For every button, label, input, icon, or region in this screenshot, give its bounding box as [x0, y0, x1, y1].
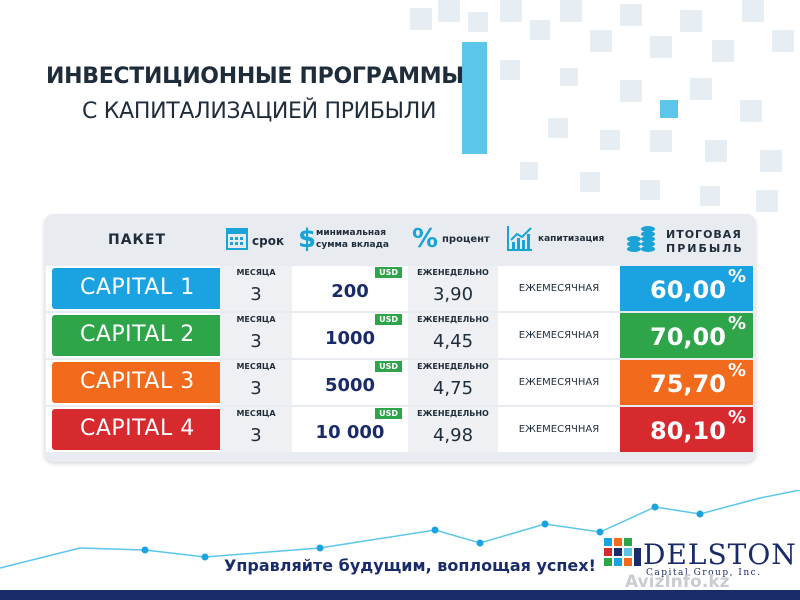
- growth-line-decoration: [0, 490, 800, 569]
- logo-name: DELSTON: [643, 538, 797, 571]
- currency-badge: USD: [375, 408, 402, 419]
- total-profit-cell: 70,00 %: [620, 313, 753, 358]
- package-label: CAPITAL 1: [80, 275, 195, 300]
- term-cell: МЕСЯЦА 3: [220, 407, 292, 452]
- amount-cell: USD 200: [294, 266, 406, 311]
- header-total-line1: ИТОГОВАЯ: [666, 228, 742, 241]
- package-label: CAPITAL 3: [80, 369, 195, 394]
- table-row: CAPITAL 3 МЕСЯЦА 3 USD 5000 ЕЖЕНЕДЕЛЬНО …: [44, 360, 756, 405]
- bottom-bar: [0, 590, 800, 600]
- header-min-amount-line2: сумма вклада: [316, 240, 389, 250]
- term-cell: МЕСЯЦА 3: [220, 360, 292, 405]
- coins-icon: [626, 224, 656, 258]
- total-profit-cell: 60,00 %: [620, 266, 753, 311]
- term-cell: МЕСЯЦА 3: [220, 266, 292, 311]
- header-package: ПАКЕТ: [108, 232, 167, 248]
- capitalization-cell: ЕЖЕМЕСЯЧНАЯ: [500, 407, 618, 452]
- capitalization-cell: ЕЖЕМЕСЯЧНАЯ: [500, 266, 618, 311]
- amount-cell: USD 5000: [294, 360, 406, 405]
- percent-cell: ЕЖЕНЕДЕЛЬНО 4,75: [408, 360, 498, 405]
- growth-chart-icon: [506, 224, 534, 256]
- percent-icon: %: [412, 224, 439, 254]
- currency-badge: USD: [375, 314, 402, 325]
- dollar-icon: $: [298, 224, 317, 254]
- header-banner: [0, 42, 487, 154]
- calendar-icon: [226, 226, 248, 254]
- header-percent: процент: [442, 234, 490, 245]
- header-capitalization: капитизация: [538, 234, 605, 244]
- watermark: AvizInfo.kz: [625, 572, 730, 592]
- header-term: срок: [252, 234, 285, 248]
- page-title: ИНВЕСТИЦИОННЫЕ ПРОГРАММЫ: [46, 64, 464, 89]
- term-cell: МЕСЯЦА 3: [220, 313, 292, 358]
- total-profit-cell: 80,10 %: [620, 407, 753, 452]
- total-profit-cell: 75,70 %: [620, 360, 753, 405]
- currency-badge: USD: [375, 267, 402, 278]
- logo-subtitle: Capital Group, Inc.: [646, 568, 762, 578]
- slogan: Управляйте будущим, воплощая успех!: [224, 556, 596, 575]
- percent-cell: ЕЖЕНЕДЕЛЬНО 4,98: [408, 407, 498, 452]
- capitalization-cell: ЕЖЕМЕСЯЧНАЯ: [500, 313, 618, 358]
- table-header: ПАКЕТ срок $ минимальная сумма вклада % …: [44, 214, 756, 266]
- logo-mark-icon: [604, 538, 641, 566]
- amount-cell: USD 1000: [294, 313, 406, 358]
- header-total-line2: ПРИБЫЛЬ: [666, 242, 744, 255]
- package-label: CAPITAL 2: [80, 322, 195, 347]
- capitalization-cell: ЕЖЕМЕСЯЧНАЯ: [500, 360, 618, 405]
- percent-cell: ЕЖЕНЕДЕЛЬНО 3,90: [408, 266, 498, 311]
- header-min-amount-line1: минимальная: [316, 228, 386, 238]
- table-row: CAPITAL 4 МЕСЯЦА 3 USD 10 000 ЕЖЕНЕДЕЛЬН…: [44, 407, 756, 452]
- page-subtitle: С КАПИТАЛИЗАЦИЕЙ ПРИБЫЛИ: [82, 99, 437, 124]
- table-row: CAPITAL 2 МЕСЯЦА 3 USD 1000 ЕЖЕНЕДЕЛЬНО …: [44, 313, 756, 358]
- banner-inner: [0, 42, 462, 154]
- percent-cell: ЕЖЕНЕДЕЛЬНО 4,45: [408, 313, 498, 358]
- investment-table: ПАКЕТ срок $ минимальная сумма вклада % …: [44, 214, 756, 462]
- table-row: CAPITAL 1 МЕСЯЦА 3 USD 200 ЕЖЕНЕДЕЛЬНО 3…: [44, 266, 756, 311]
- currency-badge: USD: [375, 361, 402, 372]
- package-label: CAPITAL 4: [80, 416, 195, 441]
- amount-cell: USD 10 000: [294, 407, 406, 452]
